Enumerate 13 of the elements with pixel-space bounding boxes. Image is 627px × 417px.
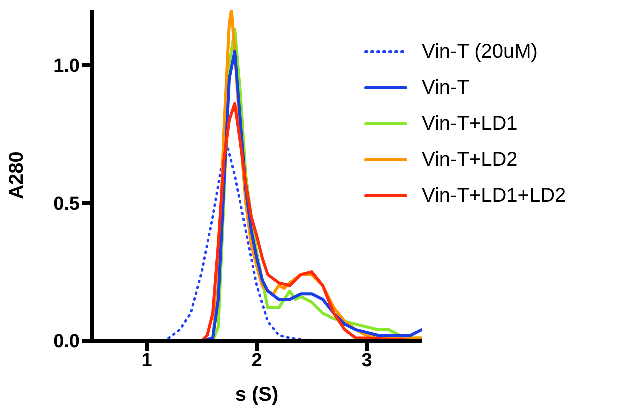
x-axis-title: s (S) — [234, 384, 280, 407]
y-tick-label: 0.0 — [54, 332, 80, 353]
x-tick-label: 3 — [362, 350, 372, 372]
legend-label: Vin-T+LD2 — [422, 148, 518, 172]
y-tick-label: 1.0 — [54, 56, 80, 77]
y-axis-title: A280 — [6, 152, 28, 200]
legend-label: Vin-T (20uM) — [422, 40, 538, 64]
legend-label: Vin-T+LD1 — [422, 112, 518, 136]
x-tick-label: 2 — [252, 350, 262, 372]
y-tick-label: 0.5 — [54, 194, 80, 215]
x-tick-label: 1 — [142, 350, 153, 372]
legend-label: Vin-T — [422, 76, 470, 100]
legend-label: Vin-T+LD1+LD2 — [422, 184, 566, 208]
